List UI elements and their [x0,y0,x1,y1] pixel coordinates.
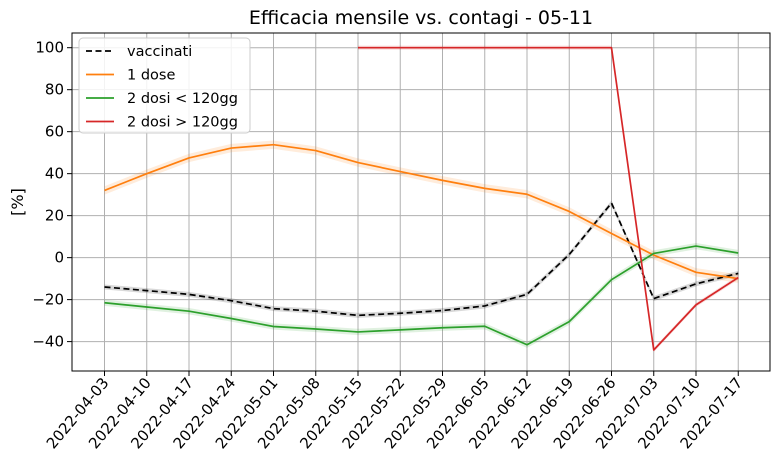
y-tick-label: 100 [35,39,64,57]
grid [72,33,770,371]
y-axis-label: [%] [8,188,27,216]
legend-box [78,37,251,134]
band-2-dosi-120gg [104,242,739,348]
line-2-dosi-120gg [358,46,739,351]
legend: vaccinati 1 dose 2 dosi < 120gg 2 dosi > 12… [78,37,251,134]
plot-frame [71,32,771,372]
y-tick-label: 0 [54,249,64,267]
legend-label: 1 dose [127,68,175,84]
y-axis: −40 −20 0 20 40 60 80 100 [32,39,72,351]
legend-label: 2 dosi < 120gg [127,91,238,107]
y-tick-label: −40 [32,333,64,351]
line-2-dosi-120gg [104,245,739,346]
y-tick-label: −20 [32,291,64,309]
line-1-dose [104,143,739,280]
chart-title: Efficacia mensile vs. contagi - 05-11 [249,7,593,29]
y-tick-label: 60 [45,123,64,141]
y-tick-label: 40 [45,165,64,183]
series-lines [104,46,739,351]
y-tick-label: 80 [45,81,64,99]
legend-label: vaccinati [127,44,192,60]
y-tick-label: 20 [45,207,64,225]
x-axis: 2022-04-032022-04-102022-04-172022-04-24… [43,371,746,452]
line-vaccinati [104,202,739,317]
legend-label: 2 dosi > 120gg [127,115,238,131]
